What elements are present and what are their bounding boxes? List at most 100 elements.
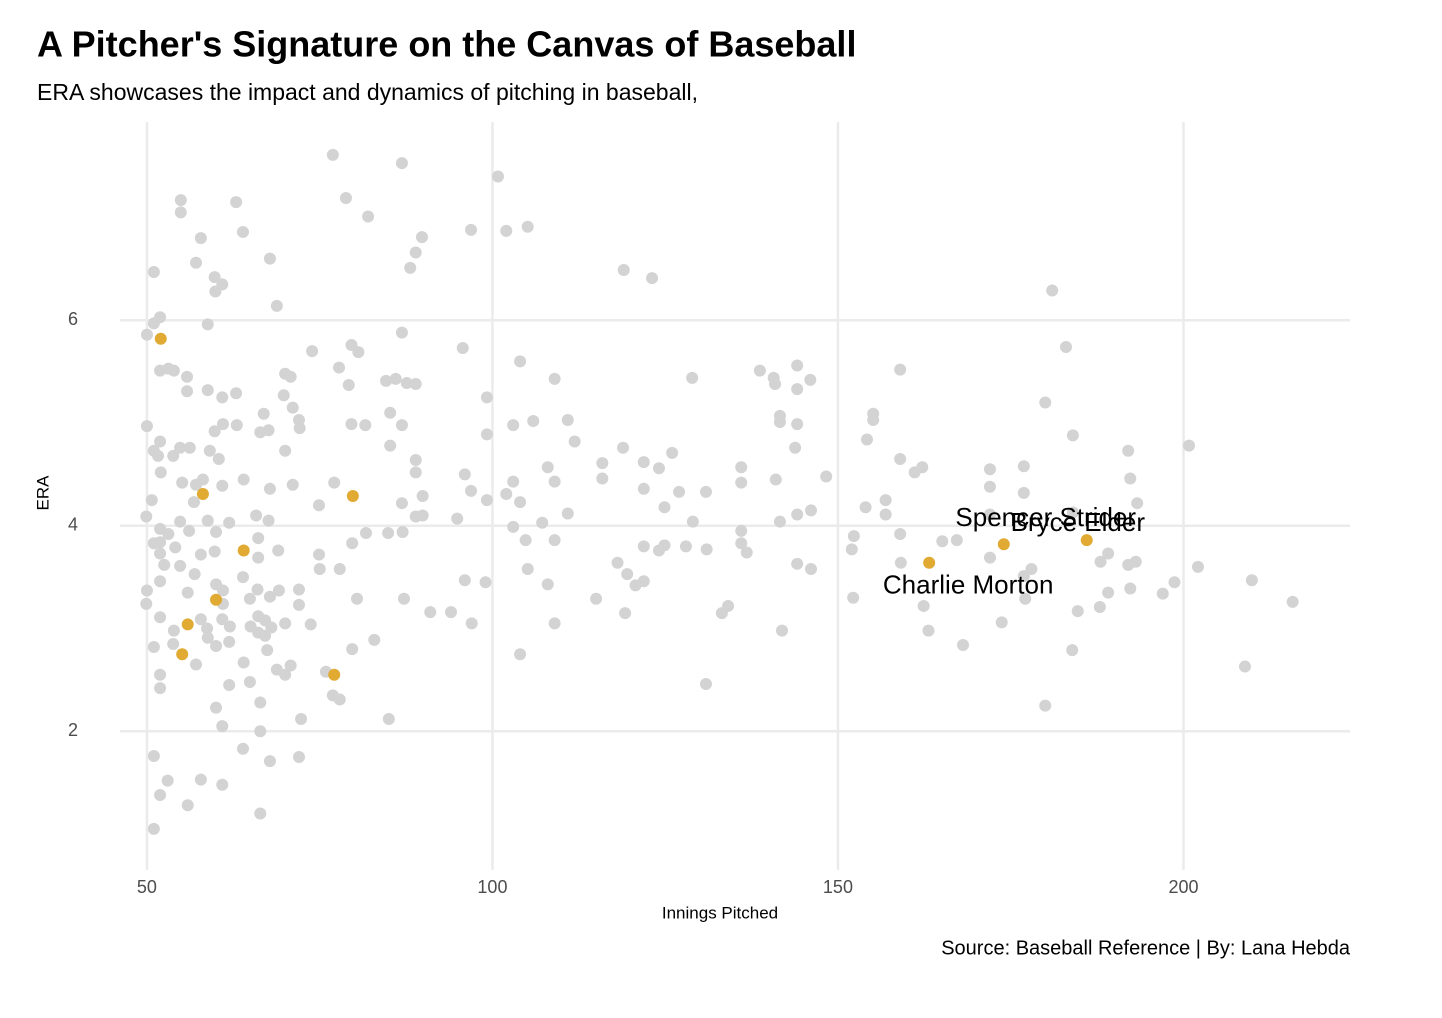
point	[368, 633, 381, 646]
x-tick-label: 150	[823, 877, 853, 897]
point	[265, 621, 278, 634]
point	[279, 444, 292, 457]
point	[167, 364, 180, 377]
point	[917, 599, 930, 612]
point	[154, 682, 167, 695]
point	[666, 446, 679, 459]
point	[1066, 506, 1079, 519]
point	[769, 378, 782, 391]
point	[507, 475, 520, 488]
point	[216, 391, 229, 404]
point	[409, 454, 422, 467]
point	[194, 232, 207, 245]
point	[894, 528, 907, 541]
point	[382, 712, 395, 725]
point	[147, 822, 160, 835]
point	[658, 501, 671, 514]
point	[424, 606, 437, 619]
point	[201, 514, 214, 527]
point	[237, 544, 250, 557]
point	[775, 624, 788, 637]
point	[805, 562, 818, 575]
point	[169, 541, 182, 554]
point	[590, 592, 603, 605]
point	[715, 607, 728, 620]
point	[304, 618, 317, 631]
point	[908, 466, 921, 479]
point	[1182, 439, 1195, 452]
point	[596, 472, 609, 485]
point	[352, 346, 365, 359]
point	[382, 526, 395, 539]
point	[561, 413, 574, 426]
point	[568, 435, 581, 448]
point	[254, 696, 267, 709]
point	[140, 584, 153, 597]
point	[254, 807, 267, 820]
point	[176, 648, 189, 661]
point	[637, 482, 650, 495]
point	[1102, 547, 1115, 560]
point	[313, 548, 326, 561]
point	[237, 742, 249, 755]
point	[451, 512, 464, 525]
point	[183, 441, 196, 454]
point	[1131, 497, 1144, 510]
point	[983, 480, 996, 493]
point	[611, 556, 624, 569]
point	[351, 592, 364, 605]
point	[521, 220, 534, 233]
point	[514, 496, 527, 509]
point	[791, 418, 804, 431]
point	[646, 272, 659, 285]
point	[753, 364, 766, 377]
point	[201, 631, 214, 644]
point	[292, 750, 305, 763]
point	[1066, 644, 1079, 657]
point	[699, 678, 712, 691]
point	[201, 318, 214, 331]
point	[174, 194, 187, 207]
point	[181, 618, 194, 631]
point	[652, 544, 665, 557]
point	[789, 441, 802, 454]
point	[686, 515, 699, 528]
point	[262, 514, 275, 527]
point	[279, 617, 292, 630]
point	[548, 475, 561, 488]
point	[384, 439, 397, 452]
point	[277, 389, 290, 402]
point	[997, 538, 1010, 551]
point	[1019, 592, 1032, 605]
point	[263, 482, 276, 495]
point	[345, 418, 358, 431]
point	[507, 419, 520, 432]
point	[286, 478, 299, 491]
point	[190, 658, 203, 671]
point	[154, 466, 167, 479]
point	[194, 773, 207, 786]
point	[181, 385, 194, 398]
point	[621, 568, 634, 581]
point	[879, 494, 892, 507]
point	[263, 755, 276, 768]
point	[1238, 660, 1251, 673]
point	[237, 225, 249, 238]
point	[1039, 699, 1052, 712]
point	[791, 383, 804, 396]
point	[154, 668, 167, 681]
point	[541, 578, 554, 591]
point	[699, 485, 712, 498]
point	[479, 576, 492, 589]
caption: Source: Baseball Reference | By: Lana He…	[941, 937, 1351, 959]
point	[154, 547, 167, 560]
point	[465, 223, 478, 236]
point-label: Spencer Strider	[955, 502, 1136, 532]
point	[791, 557, 804, 570]
y-tick-label: 2	[68, 720, 78, 740]
point	[480, 428, 493, 441]
point	[1094, 555, 1107, 568]
point	[154, 788, 167, 801]
point	[223, 679, 236, 692]
